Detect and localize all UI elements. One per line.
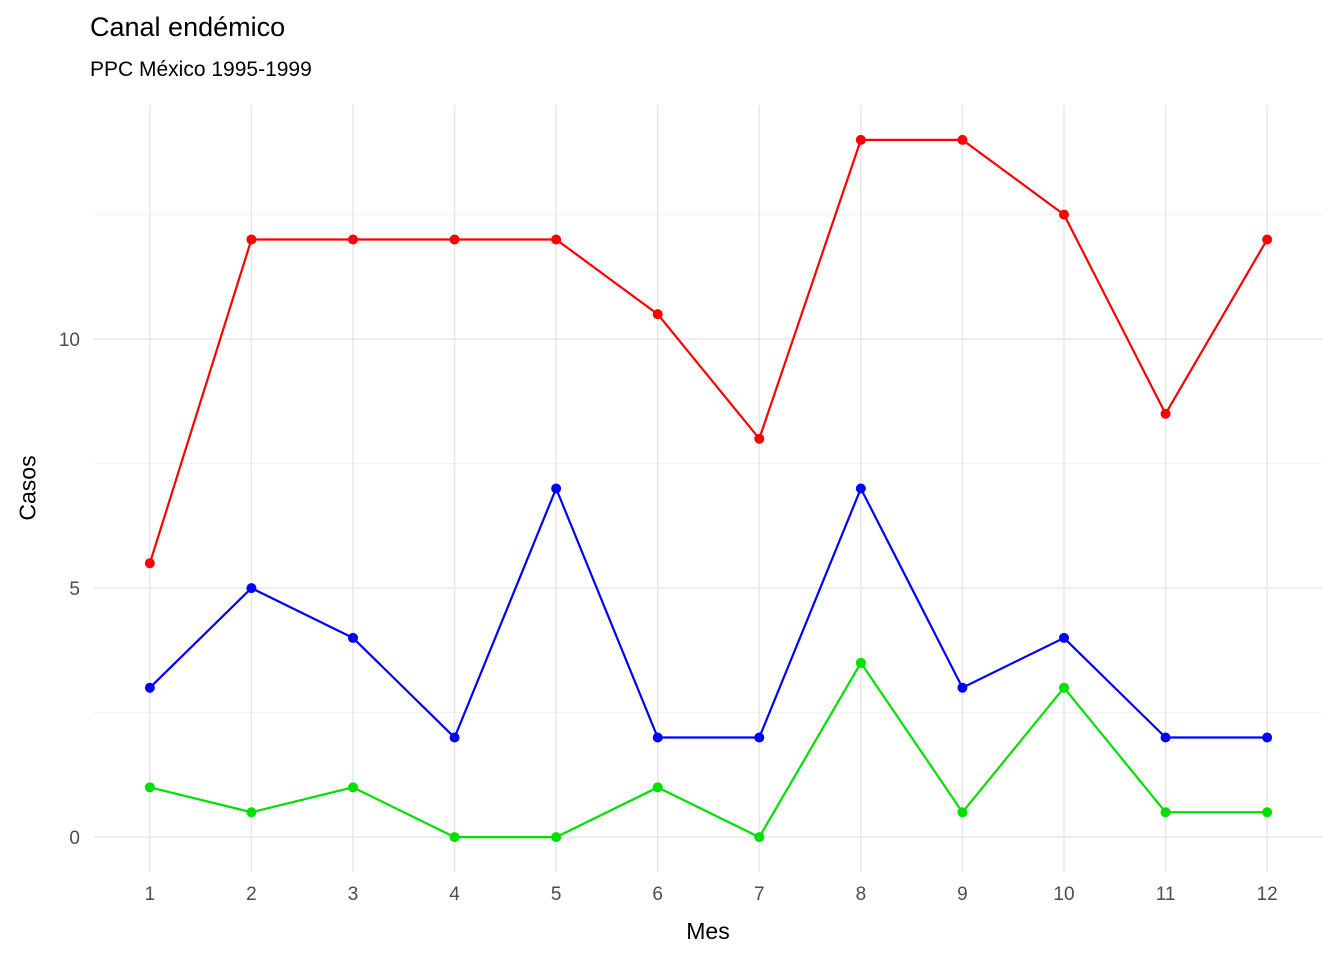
x-tick-label: 1 <box>145 884 156 905</box>
data-point-green <box>855 657 866 668</box>
data-point-red <box>246 234 257 245</box>
data-point-blue <box>246 583 257 594</box>
series-line-blue <box>149 485 1268 740</box>
data-point-green <box>449 832 460 843</box>
data-point-red <box>551 234 562 245</box>
data-point-red <box>957 134 968 145</box>
data-point-red <box>1262 234 1273 245</box>
data-point-blue <box>1058 632 1069 643</box>
series-line-red <box>148 138 1269 564</box>
data-point-green <box>957 807 968 818</box>
data-point-blue <box>1262 732 1273 743</box>
data-point-red <box>1160 408 1171 419</box>
x-tick-label: 3 <box>348 884 359 905</box>
x-tick-label: 5 <box>551 884 562 905</box>
data-point-red <box>348 234 359 245</box>
data-point-blue <box>754 732 765 743</box>
data-point-green <box>246 807 257 818</box>
data-point-green <box>1058 682 1069 693</box>
data-point-blue <box>855 483 866 494</box>
y-tick-label: 5 <box>69 579 80 600</box>
chart-title: Canal endémico <box>90 12 286 42</box>
data-point-blue <box>144 682 155 693</box>
data-point-red <box>144 558 155 569</box>
data-point-blue <box>957 682 968 693</box>
chart-subtitle: PPC México 1995-1999 <box>90 58 312 81</box>
x-axis-title: Mes <box>686 918 730 944</box>
data-point-green <box>652 782 663 793</box>
data-point-blue <box>1160 732 1171 743</box>
data-point-green <box>754 832 765 843</box>
data-point-green <box>551 832 562 843</box>
data-point-green <box>1262 807 1273 818</box>
x-tick-label: 7 <box>754 884 765 905</box>
series-line-green <box>149 660 1268 839</box>
data-point-red <box>449 234 460 245</box>
x-tick-label: 12 <box>1257 884 1278 905</box>
data-point-green <box>348 782 359 793</box>
data-point-green <box>1160 807 1171 818</box>
data-point-red <box>855 134 866 145</box>
x-tick-label: 4 <box>449 884 460 905</box>
data-point-blue <box>551 483 562 494</box>
data-point-red <box>754 433 765 444</box>
data-point-red <box>652 309 663 320</box>
x-tick-label: 8 <box>856 884 867 905</box>
x-tick-label: 2 <box>246 884 257 905</box>
x-tick-label: 6 <box>652 884 663 905</box>
data-point-green <box>144 782 155 793</box>
y-tick-label: 0 <box>69 828 80 849</box>
data-point-blue <box>348 632 359 643</box>
data-point-blue <box>449 732 460 743</box>
y-tick-label: 10 <box>59 330 80 351</box>
x-tick-label: 9 <box>957 884 968 905</box>
x-tick-label: 10 <box>1053 884 1074 905</box>
data-point-blue <box>652 732 663 743</box>
data-point-red <box>1058 209 1069 220</box>
x-tick-label: 11 <box>1156 884 1176 905</box>
